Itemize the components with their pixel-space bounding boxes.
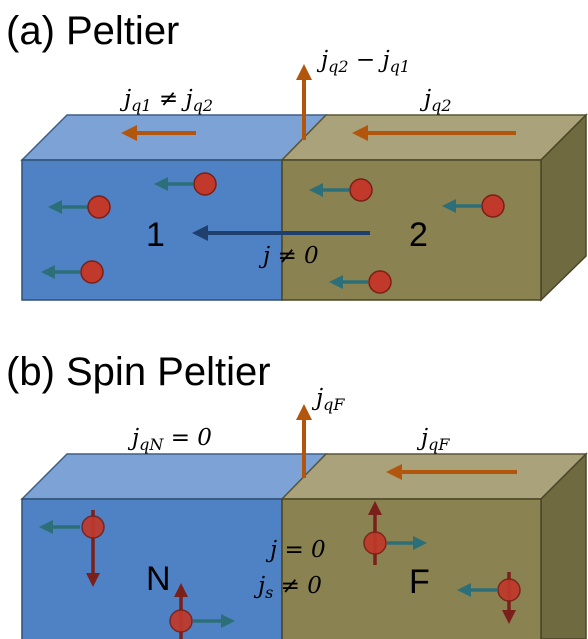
heat-current-out-label: jqF bbox=[311, 385, 345, 414]
heat-current-left-label: jq1 ≠ jq2 bbox=[119, 86, 213, 115]
heat-current-left-label: jqN = 0 bbox=[127, 425, 212, 454]
block-n bbox=[20, 453, 328, 639]
carrier-particle bbox=[48, 195, 111, 219]
region-2-label: 2 bbox=[409, 216, 428, 254]
spin-current-label: js ≠ 0 bbox=[253, 573, 322, 602]
charge-current-label: j ≠ 0 bbox=[258, 243, 319, 269]
carrier-particle bbox=[154, 172, 217, 196]
spin-up-particle bbox=[169, 583, 235, 639]
panel-a: (a) Peltier jq1 ≠ jq2 jq2 jq2 − jq1 bbox=[6, 9, 588, 302]
heat-current-right-label: jqF bbox=[416, 425, 450, 454]
block-2 bbox=[280, 113, 588, 302]
carrier-particle bbox=[41, 260, 104, 284]
carrier-particle bbox=[309, 178, 373, 202]
panel-a-title: (a) Peltier bbox=[6, 9, 179, 53]
block-1 bbox=[20, 114, 328, 301]
heat-current-out-label: jq2 − jq1 bbox=[316, 47, 410, 76]
region-1-label: 1 bbox=[146, 216, 165, 254]
heat-current-right-label: jq2 bbox=[419, 86, 452, 115]
spin-up-particle bbox=[363, 501, 427, 565]
region-n-label: N bbox=[146, 560, 171, 598]
spin-down-particle bbox=[39, 510, 105, 587]
charge-current-label: j = 0 bbox=[265, 537, 326, 563]
spin-down-particle bbox=[457, 572, 521, 624]
panel-b: (b) Spin Peltier jqN = 0 jqF jqF bbox=[6, 350, 588, 639]
block-f bbox=[280, 452, 588, 639]
region-f-label: F bbox=[409, 563, 430, 601]
carrier-particle bbox=[329, 270, 392, 294]
panel-b-title: (b) Spin Peltier bbox=[6, 350, 271, 394]
carrier-particle bbox=[442, 194, 505, 218]
